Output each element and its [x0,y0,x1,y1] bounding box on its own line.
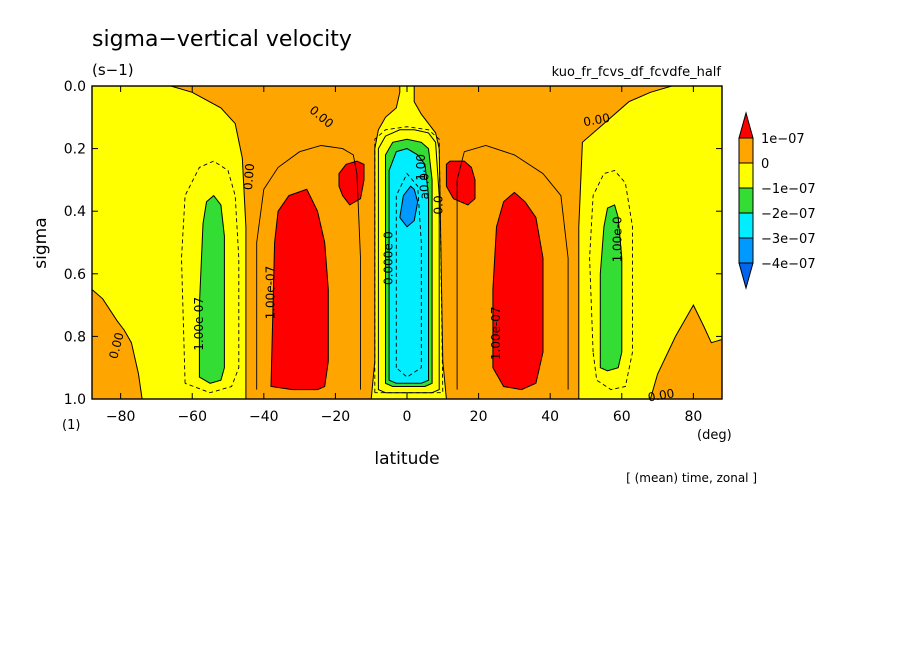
contour-line-4 [374,126,444,394]
colorbar-label: −2e−07 [761,207,816,222]
x-tick-label: 20 [470,409,488,425]
contour-label-8: 0.0 [432,195,446,214]
y-tick-label: 1.0 [64,392,86,408]
y-units: (1) [62,418,80,433]
contour-label-5: 0.000e-0 [382,231,396,285]
y-tick-label: 0.0 [64,79,86,95]
y-tick-label: 0.8 [64,329,86,345]
contour-line-2 [256,145,361,390]
chart-title: sigma−vertical velocity [92,27,352,52]
footnote: [ (mean) time, zonal ] [626,471,757,485]
x-tick-label: 40 [541,409,559,425]
colorbar-swatch-4 [738,212,754,239]
contour-line-0 [181,160,240,394]
x-tick-label: −60 [177,409,207,425]
y-tick-label: 0.2 [64,142,86,158]
contour-line-3 [456,145,569,390]
y-tick-label: 0.6 [64,267,86,283]
contour-label-10: 0.00 [582,111,611,129]
contour-region-below--1e-07-0 [198,194,225,384]
colorbar-swatch-5 [738,237,754,264]
contour-label-1: 1.00e-07 [192,297,206,351]
contour-label-0: 0.00 [106,331,126,360]
colorbar-swatch-0 [738,111,754,139]
y-axis-label: sigma [31,217,51,268]
contour-label-3: 1.00e-07 [263,266,277,320]
contour-region-above-1e-07-0 [270,188,329,391]
colorbar-swatch-2 [738,162,754,189]
colorbar-swatch-1 [738,137,754,164]
contour-region-above-1e-07-3 [492,191,544,391]
x-units: (deg) [697,428,732,443]
contour-label-2: 0.00 [241,163,257,191]
contour-region-above-1e-07-2 [445,160,476,206]
contour-region-below--1e-07-2 [599,204,623,372]
x-tick-label: 0 [403,409,412,425]
contour-line-5 [395,172,422,378]
plot-area: 0.00 1.00e-07 0.00 1.00e-07 0.00 0.000e-0 1.00… [91,85,723,405]
contour-label-12: 0.00 [647,386,676,404]
y-tick-label: 0.4 [64,204,86,220]
colorbar-label: −1e−07 [761,182,816,197]
colorbar-label: 0 [761,157,769,172]
chart-units: (s−1) [92,61,134,79]
x-tick-label: −80 [106,409,136,425]
experiment-label: kuo_fr_fcvs_df_fcvdfe_half [552,65,722,80]
colorbar-swatch-6 [738,262,754,290]
colorbar-label: −3e−07 [761,232,816,247]
colorbar-label: 1e−07 [761,132,805,147]
colorbar-label: −4e−07 [761,257,816,272]
contour-label-9: 1.00e-07 [489,306,503,360]
colorbar-swatch-3 [738,187,754,214]
x-tick-label: 60 [613,409,631,425]
colorbar: 1e−07 0 −1e−07 −2e−07 −3e−07 −4e−07 [738,111,816,290]
contour-line-1 [589,169,633,391]
x-tick-label: −20 [321,409,351,425]
x-tick-label: 80 [684,409,702,425]
contour-region-below--3e-07-0 [399,185,419,228]
x-axis-label: latitude [374,449,439,469]
x-tick-label: −40 [249,409,279,425]
contour-label-7: a0.0 [417,173,431,199]
contour-label-6: 1.00 [414,154,428,181]
contour-label-11: 1.00e-0 [611,216,625,262]
